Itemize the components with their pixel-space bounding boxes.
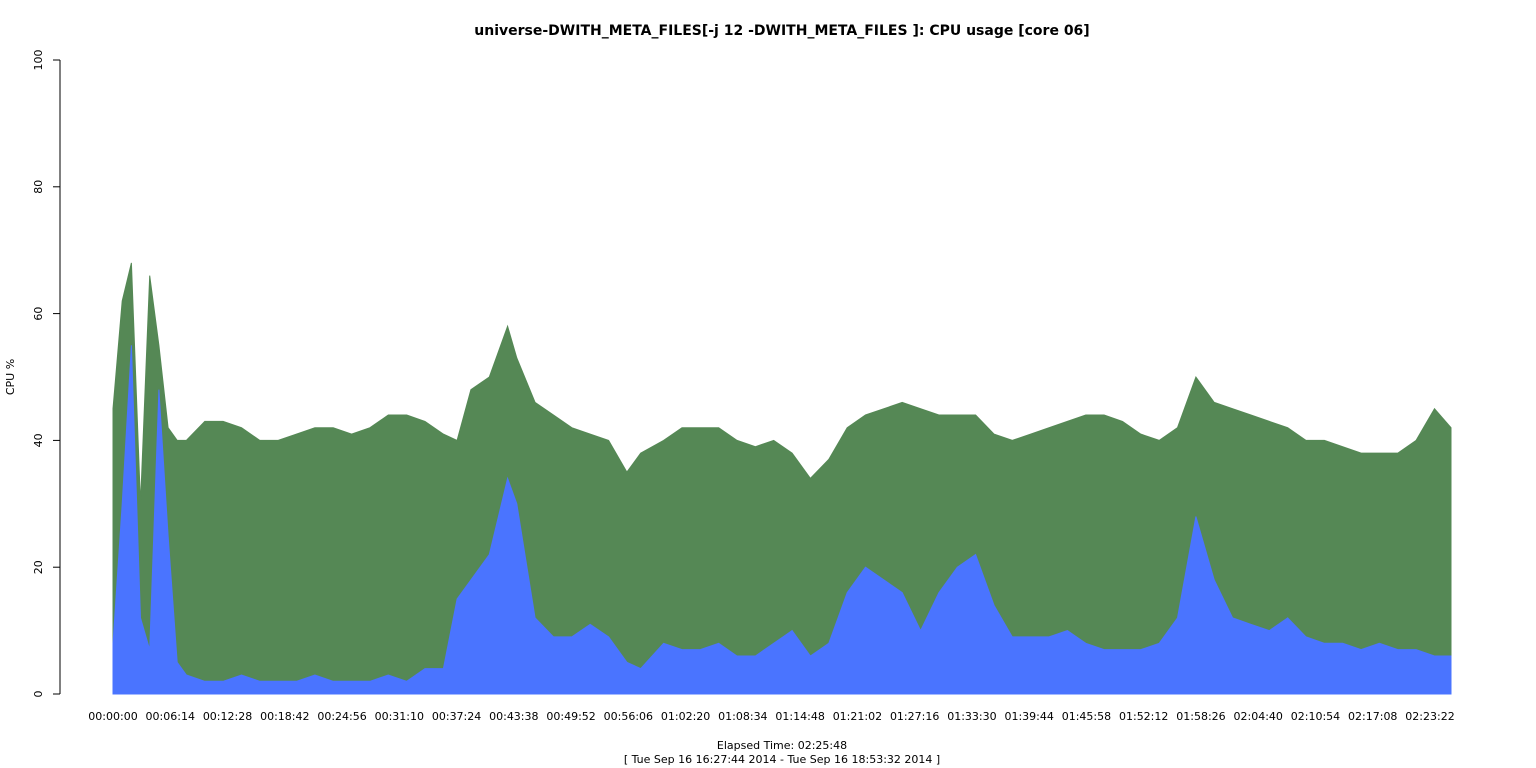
x-tick-label-6: 00:37:24 xyxy=(432,710,481,723)
x-tick-label-7: 00:43:38 xyxy=(489,710,538,723)
x-tick-label-4: 00:24:56 xyxy=(317,710,366,723)
x-tick-label-3: 00:18:42 xyxy=(260,710,309,723)
y-tick-label-40: 40 xyxy=(32,433,45,447)
plot-area xyxy=(112,262,1452,695)
x-tick-label-8: 00:49:52 xyxy=(546,710,595,723)
series-total-area xyxy=(112,262,1452,695)
x-tick-label-16: 01:39:44 xyxy=(1004,710,1053,723)
x-tick-label-15: 01:33:30 xyxy=(947,710,996,723)
x-tick-label-11: 01:08:34 xyxy=(718,710,767,723)
y-tick-label-20: 20 xyxy=(32,560,45,574)
y-tick-label-100: 100 xyxy=(32,50,45,71)
y-tick-label-80: 80 xyxy=(32,180,45,194)
x-tick-label-23: 02:23:22 xyxy=(1405,710,1454,723)
x-tick-label-2: 00:12:28 xyxy=(203,710,252,723)
y-tick-label-0: 0 xyxy=(32,691,45,698)
x-tick-label-5: 00:31:10 xyxy=(375,710,424,723)
x-tick-label-1: 00:06:14 xyxy=(146,710,195,723)
x-tick-label-13: 01:21:02 xyxy=(833,710,882,723)
x-tick-label-0: 00:00:00 xyxy=(88,710,137,723)
x-axis-title: Elapsed Time: 02:25:48 xyxy=(717,739,847,752)
time-range-subtitle: [ Tue Sep 16 16:27:44 2014 - Tue Sep 16 … xyxy=(624,753,940,766)
x-tick-label-10: 01:02:20 xyxy=(661,710,710,723)
y-axis-title: CPU % xyxy=(4,359,17,395)
x-tick-label-19: 01:58:26 xyxy=(1176,710,1225,723)
axes: 0 20 40 60 80 100 00:00:00 00:06:14 00:12:28 00:1… xyxy=(32,50,1455,724)
chart-title: universe-DWITH_META_FILES[-j 12 -DWITH_M… xyxy=(474,23,1089,39)
x-tick-label-18: 01:52:12 xyxy=(1119,710,1168,723)
series-lower-area xyxy=(112,345,1452,695)
x-tick-label-9: 00:56:06 xyxy=(604,710,653,723)
x-tick-label-14: 01:27:16 xyxy=(890,710,939,723)
x-tick-label-12: 01:14:48 xyxy=(775,710,824,723)
x-tick-label-21: 02:10:54 xyxy=(1291,710,1340,723)
x-tick-label-17: 01:45:58 xyxy=(1062,710,1111,723)
x-tick-label-22: 02:17:08 xyxy=(1348,710,1397,723)
x-tick-label-20: 02:04:40 xyxy=(1234,710,1283,723)
y-tick-label-60: 60 xyxy=(32,307,45,321)
